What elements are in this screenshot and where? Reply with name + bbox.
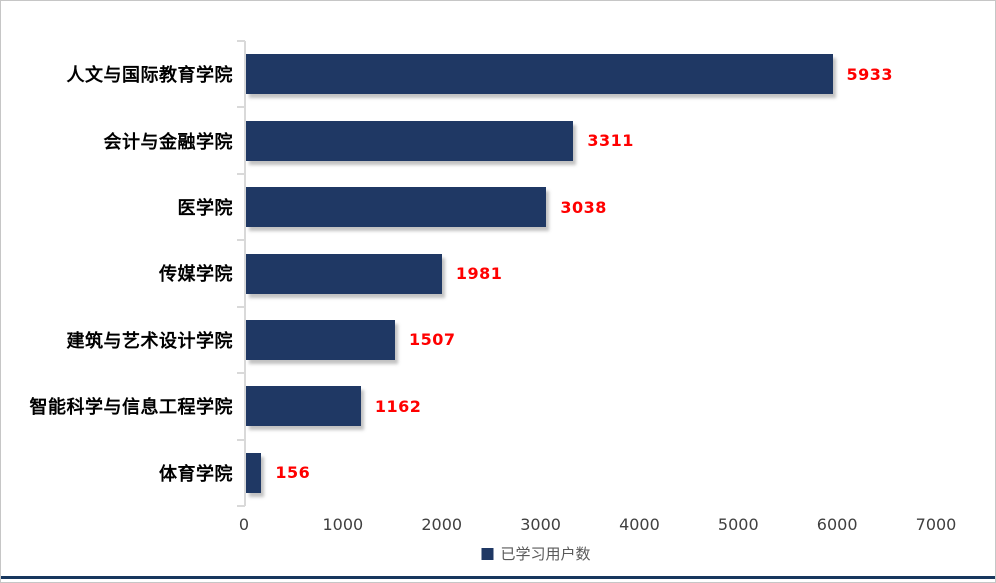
category-label: 医学院 [177, 198, 233, 220]
legend-label: 已学习用户数 [500, 545, 591, 563]
bar-value-label: 1981 [455, 263, 503, 283]
legend: 已学习用户数 [481, 543, 591, 564]
category-label: 体育学院 [159, 463, 233, 485]
bar-value-label: 3311 [587, 131, 634, 151]
x-tick-label: 4000 [619, 515, 660, 534]
x-tick-label: 7000 [915, 515, 957, 534]
bar-value-label: 5933 [846, 64, 894, 84]
bar-value-label: 156 [275, 463, 311, 483]
y-axis-tick [237, 106, 245, 109]
y-axis-tick [237, 239, 245, 242]
bar [246, 120, 574, 161]
bar [246, 452, 262, 493]
x-tick-label: 1000 [322, 515, 364, 534]
x-tick-label: 6000 [816, 515, 858, 534]
y-axis-tick [237, 172, 245, 175]
y-axis-tick [237, 305, 245, 308]
bar-value-label: 1162 [374, 396, 422, 416]
y-axis-tick [237, 438, 245, 441]
y-axis-line [244, 41, 246, 506]
category-label: 会计与金融学院 [103, 131, 233, 153]
category-label: 传媒学院 [159, 264, 233, 286]
y-axis-tick [237, 40, 245, 42]
category-label: 建筑与艺术设计学院 [66, 330, 233, 352]
bar [246, 253, 442, 294]
bar [246, 319, 395, 360]
bottom-rule [1, 576, 995, 579]
x-tick-label: 0 [238, 515, 250, 534]
x-tick-label: 5000 [717, 515, 759, 534]
category-label: 人文与国际教育学院 [66, 65, 233, 87]
bar-value-label: 1507 [408, 330, 456, 350]
y-axis-tick [237, 505, 245, 507]
category-label: 智能科学与信息工程学院 [29, 397, 233, 419]
y-axis-tick [237, 372, 245, 375]
bar [246, 187, 547, 228]
x-tick-label: 3000 [520, 515, 561, 534]
bar-value-label: 3038 [560, 197, 607, 217]
bar [246, 386, 361, 427]
legend-swatch-icon [481, 547, 494, 560]
bar [246, 54, 833, 95]
x-tick-label: 2000 [421, 515, 463, 534]
